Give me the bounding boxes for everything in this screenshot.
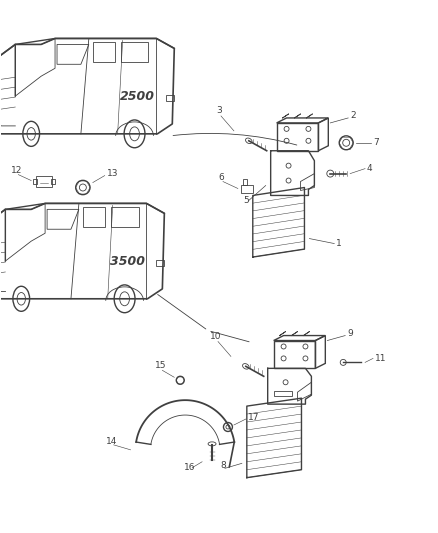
Text: 17: 17 [248, 413, 259, 422]
Text: 12: 12 [11, 166, 22, 175]
Text: 14: 14 [106, 437, 117, 446]
Bar [36, 175, 52, 187]
Text: 16: 16 [184, 463, 196, 472]
Text: 11: 11 [375, 354, 386, 363]
Bar [83, 207, 105, 227]
Bar [274, 391, 292, 396]
Bar [33, 179, 37, 183]
Bar [277, 123, 318, 151]
Bar [120, 43, 148, 62]
Text: 4: 4 [367, 164, 373, 173]
Text: 3: 3 [216, 106, 222, 115]
Bar [166, 95, 174, 101]
Text: 3500: 3500 [110, 255, 145, 268]
Bar [274, 341, 315, 368]
Text: 1: 1 [336, 239, 342, 248]
Text: 2500: 2500 [120, 90, 155, 102]
Bar [93, 43, 115, 62]
Text: 15: 15 [155, 361, 166, 370]
Text: 6: 6 [218, 173, 224, 182]
Bar [243, 179, 247, 184]
Text: 13: 13 [107, 169, 118, 178]
Text: 10: 10 [210, 332, 222, 341]
Bar [156, 260, 164, 266]
Text: 8: 8 [220, 462, 226, 470]
Bar [51, 179, 55, 183]
Bar [111, 207, 138, 227]
Text: 5: 5 [243, 196, 249, 205]
Bar [241, 184, 253, 193]
Text: 7: 7 [373, 138, 379, 147]
Text: 9: 9 [347, 328, 353, 337]
Text: 2: 2 [350, 111, 356, 120]
